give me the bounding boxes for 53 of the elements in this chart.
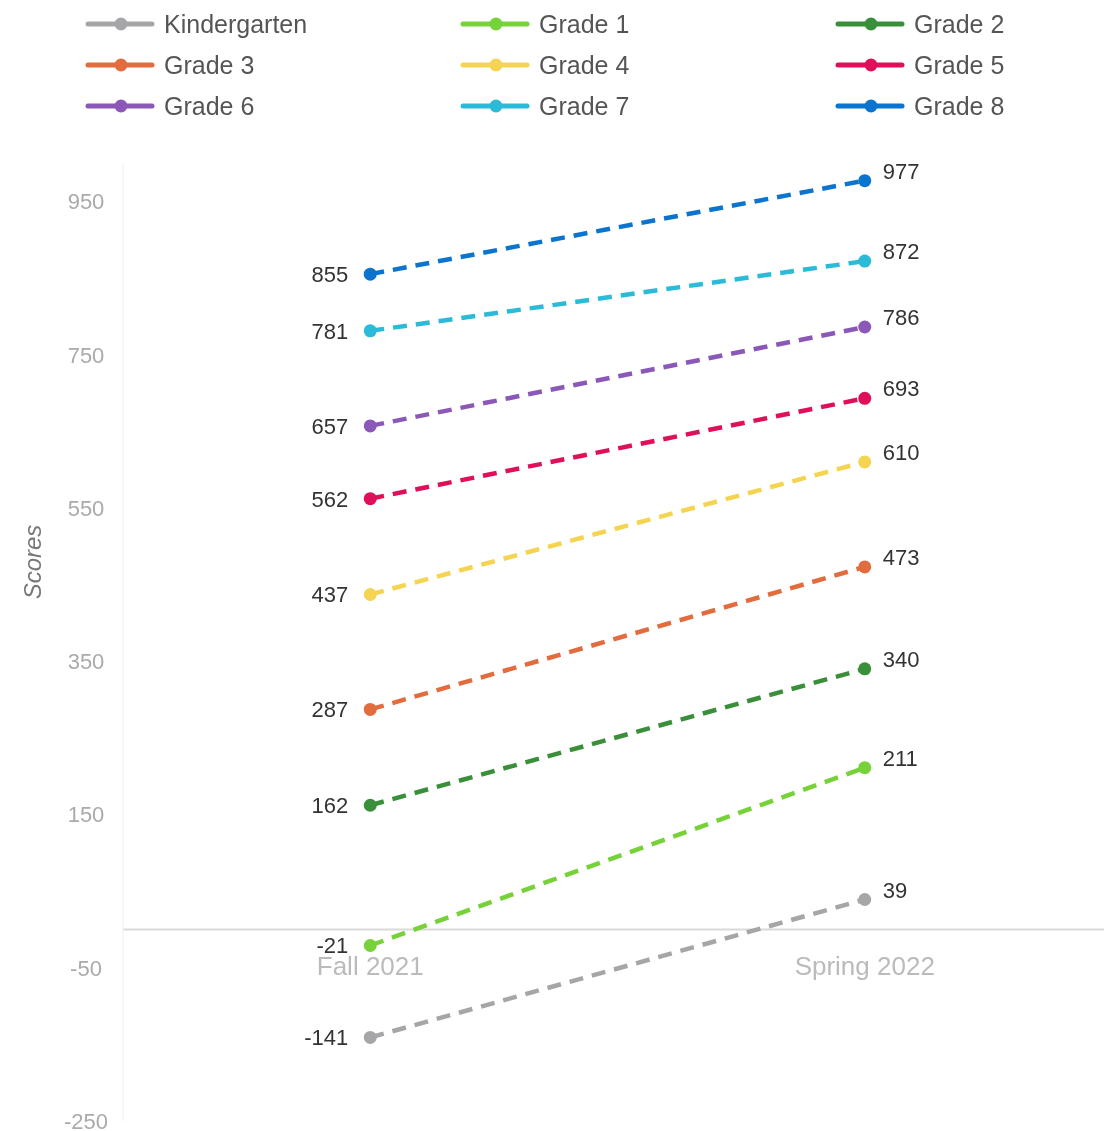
data-label: 855	[311, 262, 349, 288]
data-label: -141	[304, 1025, 349, 1051]
legend-label: Grade 4	[539, 51, 630, 79]
point	[858, 761, 872, 775]
data-label: 693	[882, 376, 920, 402]
legend-label: Grade 7	[539, 92, 630, 120]
point	[363, 267, 377, 281]
data-label: 562	[311, 486, 349, 512]
legend-label: Grade 8	[914, 92, 1005, 120]
y-tick-label: 550	[67, 495, 105, 521]
point	[363, 938, 377, 952]
point	[363, 492, 377, 506]
point	[858, 254, 872, 268]
x-tick-label: Spring 2022	[794, 951, 935, 982]
data-label: 610	[882, 439, 920, 465]
point	[858, 893, 872, 907]
y-tick-label: 150	[67, 802, 105, 828]
data-label: 657	[311, 413, 349, 439]
data-label: 473	[882, 544, 920, 570]
point	[363, 798, 377, 812]
legend-label: Grade 3	[164, 51, 255, 79]
point	[858, 174, 872, 188]
point	[363, 419, 377, 433]
y-tick-label: 750	[67, 342, 105, 368]
point	[363, 1030, 377, 1044]
point	[858, 662, 872, 676]
y-tick-label: -50	[70, 955, 102, 981]
point	[363, 702, 377, 716]
y-tick-label: -250	[63, 1109, 109, 1131]
data-label: 977	[882, 158, 920, 184]
y-axis-title: Scores	[19, 524, 46, 600]
data-label: 340	[882, 646, 920, 672]
legend-label: Grade 2	[914, 10, 1005, 38]
data-label: 287	[311, 697, 349, 723]
data-label: 437	[311, 582, 349, 608]
data-label: 781	[311, 318, 349, 344]
data-label: 786	[882, 305, 920, 331]
legend-label: Grade 5	[914, 51, 1005, 79]
data-label: 211	[882, 745, 918, 771]
data-label: 872	[882, 239, 920, 265]
data-label: 162	[311, 793, 349, 819]
point	[363, 324, 377, 338]
point	[858, 320, 872, 334]
legend-label: Grade 1	[539, 10, 630, 38]
legend-label: Kindergarten	[164, 10, 308, 38]
point	[858, 391, 872, 405]
point	[858, 560, 872, 574]
data-label: 39	[882, 877, 908, 903]
y-tick-label: 350	[67, 649, 105, 675]
point	[363, 587, 377, 601]
legend-label: Grade 6	[164, 92, 255, 120]
point	[858, 455, 872, 469]
y-tick-label: 950	[67, 189, 105, 215]
